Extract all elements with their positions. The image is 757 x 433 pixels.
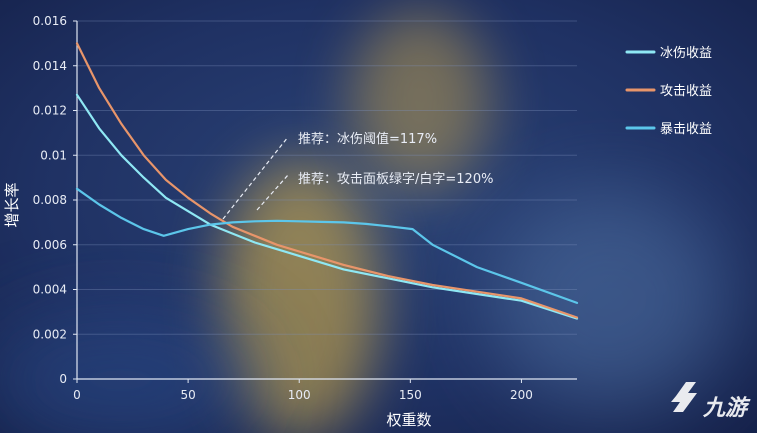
x-tick-label: 100 — [288, 388, 311, 402]
grid-lines — [77, 20, 577, 335]
watermark-logo-icon — [671, 382, 697, 412]
annotation-leader — [222, 136, 289, 220]
series-line-2 — [75, 42, 579, 319]
y-tick-label: 0.004 — [33, 283, 67, 297]
x-tick-label: 50 — [180, 388, 195, 402]
annotations: 推荐：冰伤阈值=117% 推荐：攻击面板绿字/白字=120% — [222, 131, 493, 220]
series-lines — [75, 42, 579, 320]
annotation-leader — [256, 174, 289, 211]
y-tick-label: 0.014 — [33, 59, 67, 73]
annotation-label: 推荐：冰伤阈值=117% — [298, 131, 437, 147]
x-tick-label: 200 — [510, 388, 533, 402]
x-axis-ticks: 0 50 100 150 200 — [73, 379, 533, 402]
y-tick-label: 0.01 — [40, 148, 67, 162]
x-tick-label: 150 — [399, 388, 422, 402]
y-tick-label: 0.002 — [33, 327, 67, 341]
y-tick-label: 0.012 — [33, 104, 67, 118]
x-axis-title: 权重数 — [386, 411, 431, 429]
legend-label: 攻击收益 — [660, 84, 712, 99]
series-line-1 — [75, 93, 579, 320]
x-tick-label: 0 — [73, 388, 81, 402]
y-axis-title: 增长率 — [3, 182, 21, 227]
annotation-label: 推荐：攻击面板绿字/白字=120% — [298, 171, 493, 187]
y-axis-ticks: 0 0.002 0.004 0.006 0.008 0.01 0.012 0.014 0.016 — [33, 14, 77, 386]
y-tick-label: 0.016 — [33, 14, 67, 28]
legend-label: 暴击收益 — [660, 122, 712, 137]
legend-label: 冰伤收益 — [660, 46, 712, 61]
y-tick-label: 0.008 — [33, 193, 67, 207]
watermark-text: 九游 — [702, 396, 751, 421]
y-tick-label: 0 — [59, 372, 67, 386]
watermark: 九游 — [671, 382, 751, 421]
y-tick-label: 0.006 — [33, 238, 67, 252]
series-line-3 — [75, 187, 579, 304]
